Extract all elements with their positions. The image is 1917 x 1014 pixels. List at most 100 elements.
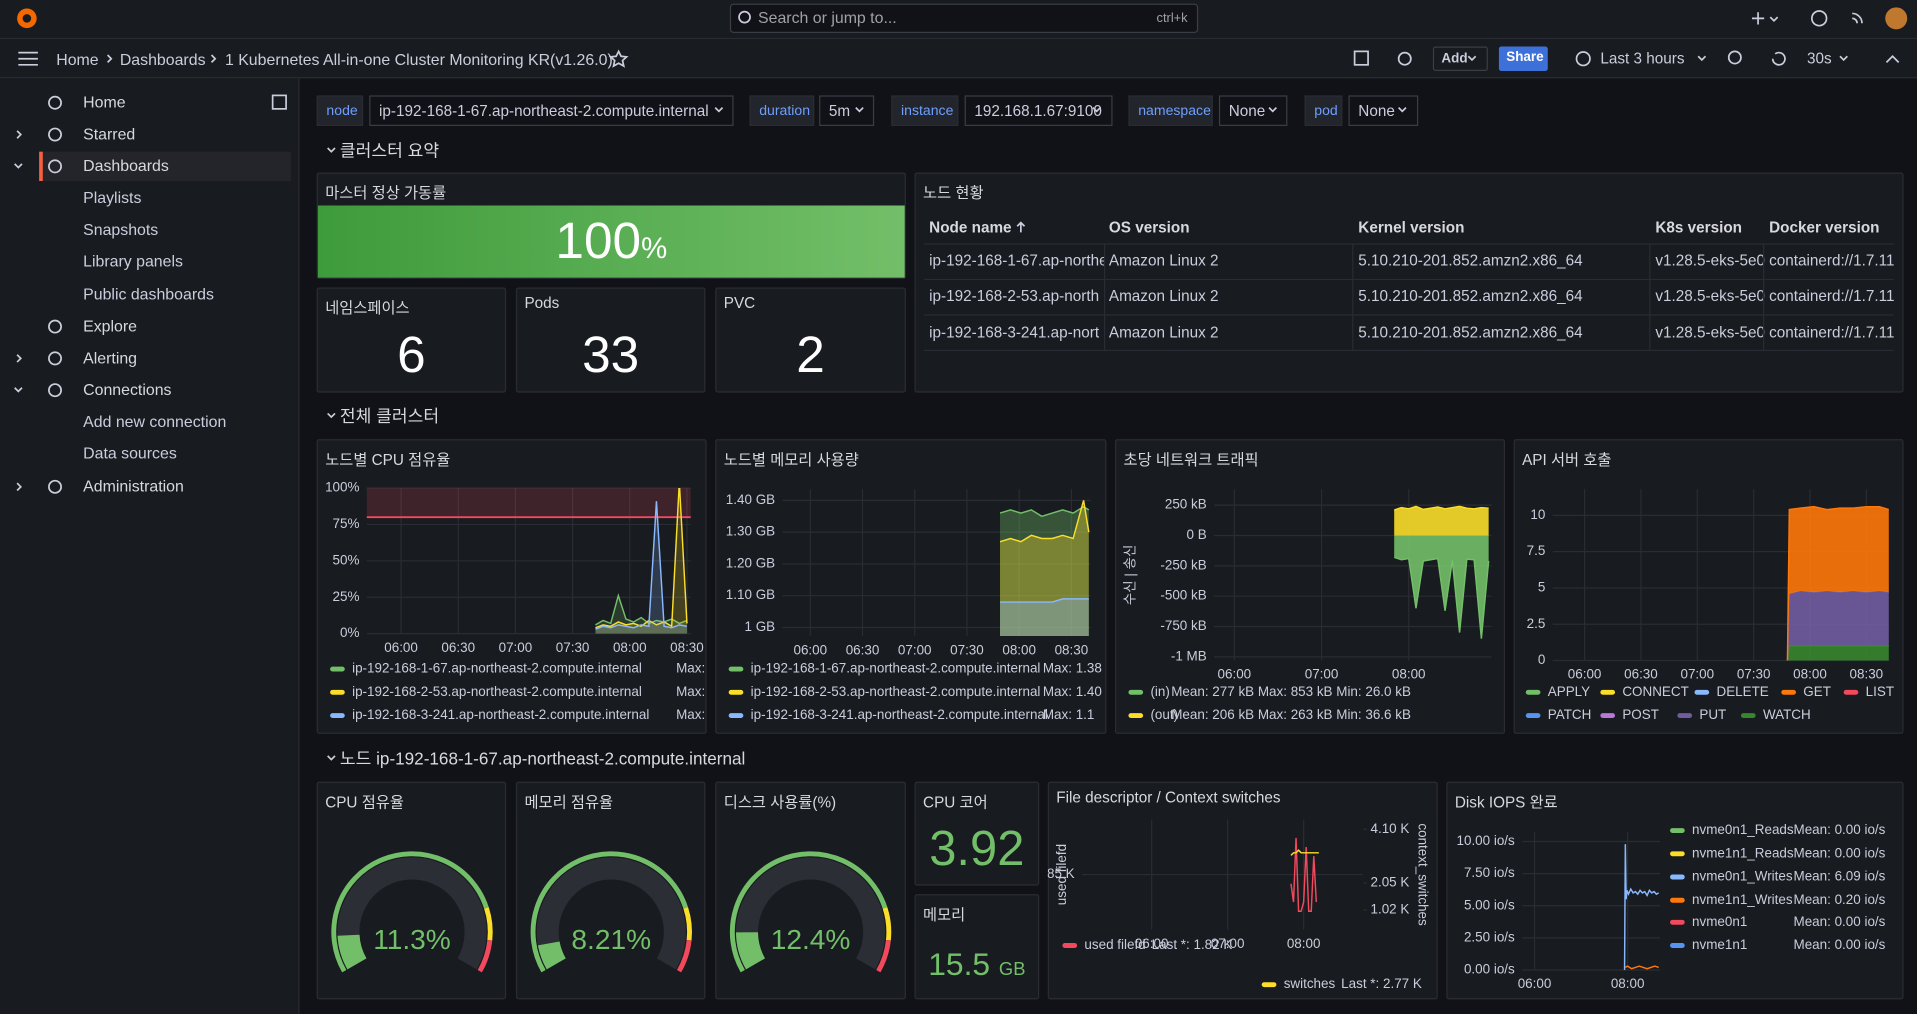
search-placeholder: Search or jump to...	[757, 8, 897, 27]
table-cell: 5.10.210-201.852.amzn2.x86_64	[1358, 287, 1583, 305]
table-row-border	[924, 278, 1894, 281]
panel-title: CPU 코어	[923, 793, 988, 811]
table-cell: Amazon Linux 2	[1108, 324, 1219, 342]
stat-number: 100	[555, 211, 642, 270]
table-cell: 5.10.210-201.852.amzn2.x86_64	[1358, 251, 1583, 270]
panel-title: 메모리 점유율	[524, 793, 614, 811]
row-header[interactable]: 클러스터 요약	[339, 140, 440, 161]
panel	[715, 439, 1107, 734]
table-cell: Amazon Linux 2	[1108, 287, 1219, 305]
panel	[715, 781, 906, 1000]
panel-title: 노드 현황	[923, 184, 984, 202]
table-cell: containerd://1.7.11	[1769, 324, 1895, 342]
variable-select[interactable]: None	[1218, 95, 1288, 126]
variable-select[interactable]: None	[1348, 95, 1419, 126]
table-col-border	[1762, 243, 1765, 350]
panel-title: 노드별 CPU 점유율	[325, 451, 451, 469]
nav-item[interactable]: Add new connection	[83, 412, 227, 431]
table-col-border	[1103, 243, 1106, 350]
panel-title: File descriptor / Context switches	[1056, 788, 1281, 807]
nav-item[interactable]: Public dashboards	[83, 284, 214, 304]
nav-item[interactable]: Snapshots	[83, 220, 159, 239]
panel	[1513, 439, 1904, 734]
panel	[316, 287, 507, 393]
stat-value: 33	[582, 325, 640, 383]
nav-item[interactable]: Home	[83, 92, 126, 112]
variable-label: pod	[1304, 95, 1343, 126]
stat-value: 2	[796, 325, 825, 383]
nav-item[interactable]: Data sources	[83, 444, 177, 463]
table-col-border	[1352, 243, 1354, 350]
panel-title: CPU 점유율	[325, 793, 404, 811]
stat-value: 6	[397, 325, 426, 383]
table-header[interactable]: Kernel version	[1358, 218, 1465, 237]
row-header[interactable]: 노드 ip-192-168-1-67.ap-northeast-2.comput…	[339, 748, 746, 769]
panel-title: Pods	[524, 294, 560, 312]
nav-item[interactable]: Connections	[83, 380, 172, 399]
sidebar	[0, 78, 300, 1014]
panel	[316, 781, 507, 1000]
breadcrumb-item[interactable]: Home	[56, 50, 99, 69]
table-cell: v1.28.5-eks-5e0	[1655, 287, 1765, 305]
time-range-picker[interactable]: Last 3 hours	[1600, 50, 1685, 68]
table-header[interactable]: K8s version	[1655, 218, 1743, 237]
breadcrumb-item[interactable]: Dashboards	[119, 50, 206, 69]
table-header[interactable]: Node name	[929, 218, 1012, 237]
panel	[715, 287, 906, 393]
panel	[914, 781, 1040, 886]
panel-title: 디스크 사용률(%)	[723, 793, 837, 811]
table-cell: containerd://1.7.11	[1769, 251, 1895, 270]
panel-title: PVC	[723, 294, 756, 312]
panel-title: 초당 네트워크 트래픽	[1123, 451, 1259, 469]
search-box[interactable]	[729, 3, 1199, 34]
table-header[interactable]: OS version	[1108, 218, 1190, 237]
nav-item[interactable]: Starred	[83, 124, 136, 144]
panel-title: 노드별 메모리 사용량	[723, 451, 859, 469]
row-chevron	[327, 412, 336, 419]
table-header[interactable]: Docker version	[1769, 218, 1880, 237]
table-row-border	[924, 314, 1894, 316]
table-cell: Amazon Linux 2	[1108, 251, 1219, 270]
share-button[interactable]: Share	[1498, 46, 1548, 71]
row-header[interactable]: 전체 클러스터	[339, 406, 440, 426]
panel	[316, 439, 707, 734]
search-shortcut: ctrl+k	[1156, 11, 1188, 26]
nav-item[interactable]: Library panels	[83, 251, 183, 271]
table-cell: ip-192-168-1-67.ap-northe	[929, 251, 1104, 270]
variable-select[interactable]: 192.168.1.67:9100	[964, 95, 1113, 126]
variable-label: node	[316, 95, 364, 126]
nav-item[interactable]: Administration	[83, 477, 184, 496]
refresh-interval[interactable]: 30s	[1806, 50, 1832, 68]
panel	[1047, 781, 1438, 1000]
variable-select[interactable]: ip-192-168-1-67.ap-northeast-2.compute.i…	[369, 95, 734, 126]
panel	[1114, 439, 1505, 734]
table-cell: ip-192-168-3-241.ap-nort	[929, 324, 1100, 342]
panel	[1446, 781, 1904, 1000]
add-button[interactable]: Add	[1432, 46, 1488, 71]
variable-label: instance	[891, 95, 959, 126]
panel	[914, 172, 1904, 393]
table-cell: ip-192-168-2-53.ap-north	[929, 287, 1100, 305]
stat-value: 3.92	[929, 821, 1025, 876]
stat-value: 100%	[318, 212, 905, 271]
breadcrumb-item: 1 Kubernetes All-in-one Cluster Monitori…	[224, 50, 613, 69]
panel-title: API 서버 호출	[1522, 451, 1612, 469]
stat-part: 15.5	[928, 945, 999, 983]
panel	[515, 287, 706, 393]
nav-item[interactable]: Dashboards	[83, 156, 169, 175]
table-col-border	[1649, 243, 1651, 350]
table-cell: 5.10.210-201.852.amzn2.x86_64	[1358, 324, 1583, 342]
table-row-border	[924, 243, 1894, 245]
nav-item[interactable]: Playlists	[83, 188, 142, 207]
nav-item[interactable]: Explore	[83, 316, 138, 336]
panel-title: 메모리	[923, 906, 966, 924]
variable-label: duration	[749, 95, 815, 126]
table-cell: v1.28.5-eks-5e0	[1655, 324, 1765, 342]
panel-title: Disk IOPS 완료	[1454, 793, 1558, 811]
nav-item[interactable]: Alerting	[83, 348, 138, 367]
variable-select[interactable]: 5m	[819, 95, 875, 126]
panel-title: 네임스페이스	[325, 299, 410, 317]
